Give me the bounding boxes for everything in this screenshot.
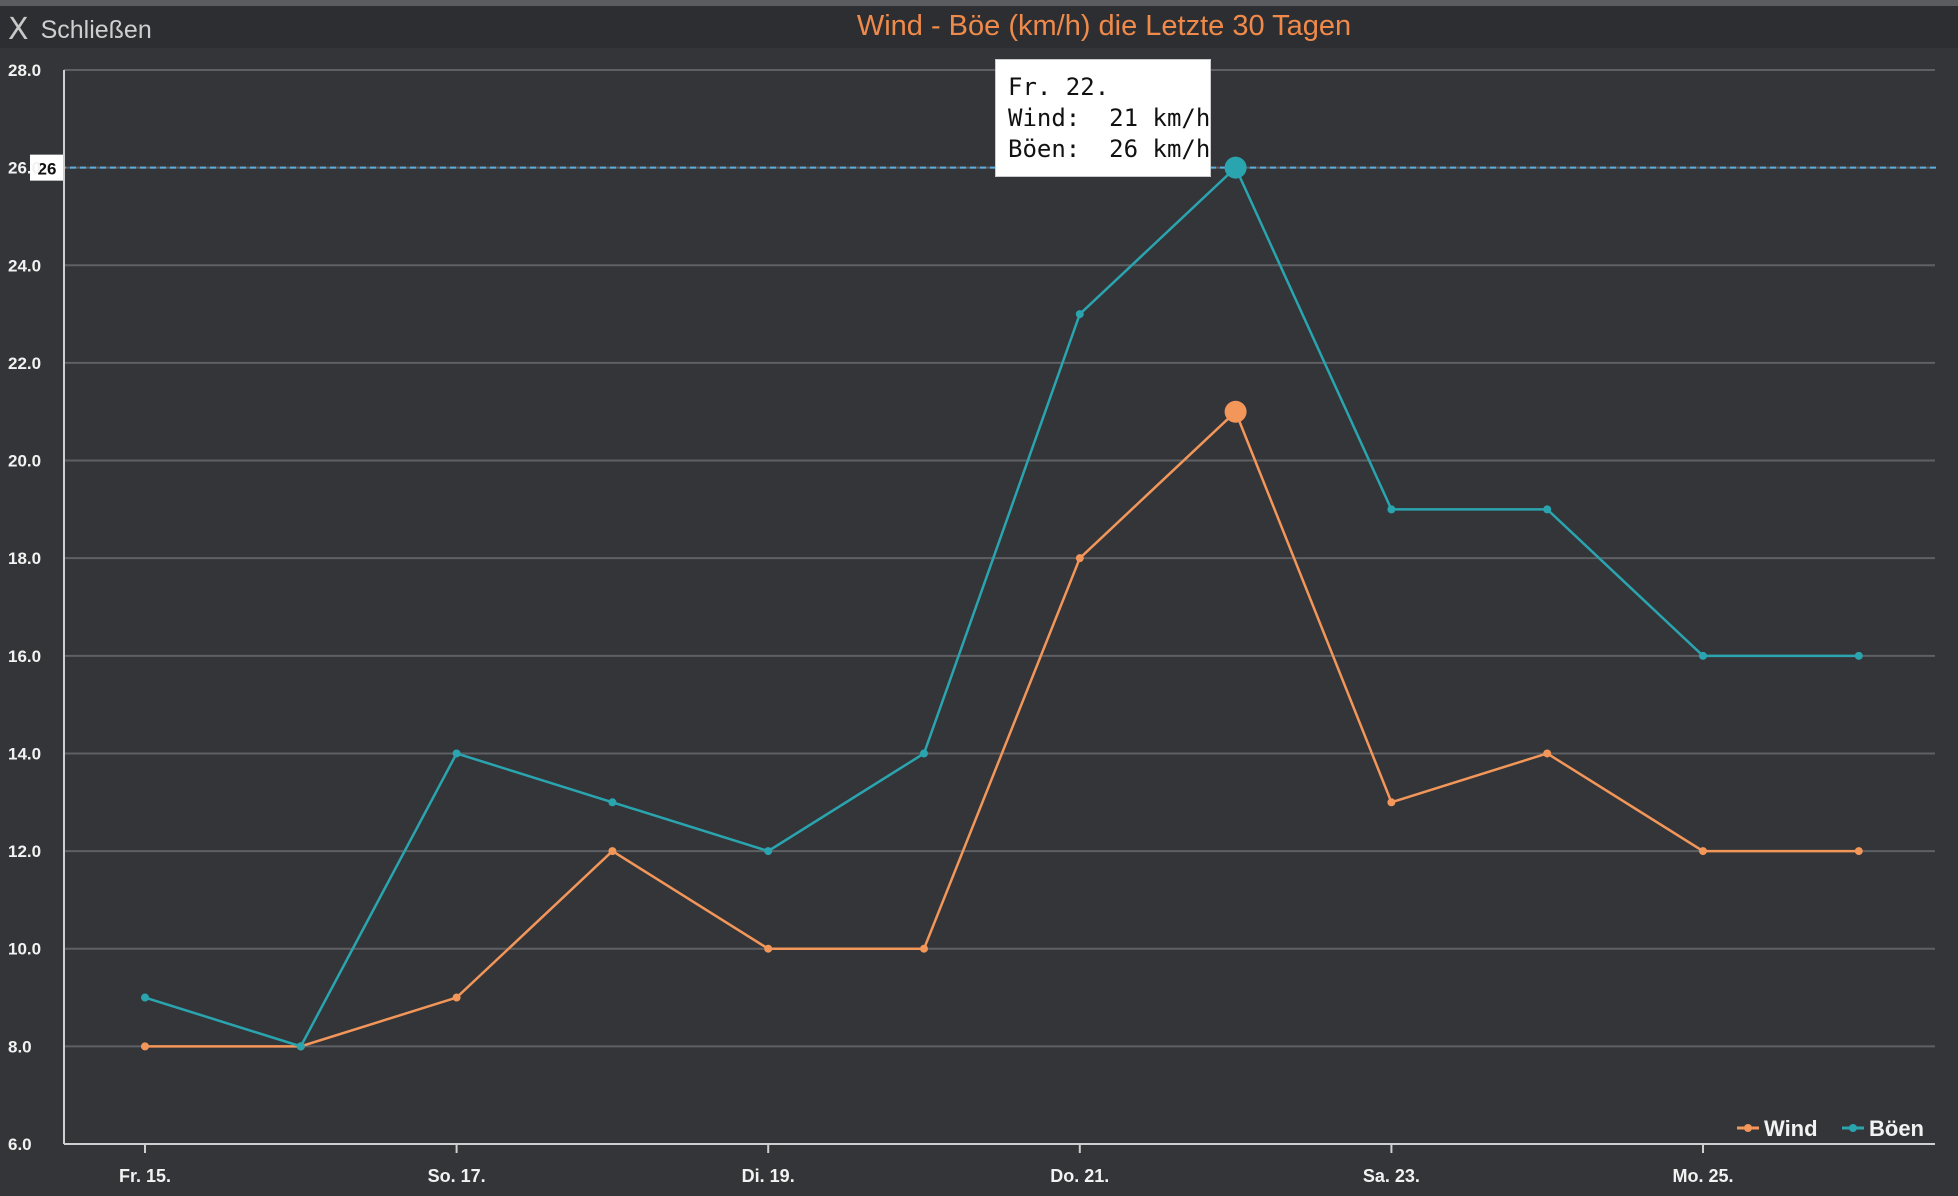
data-point-ben[interactable] [1387, 505, 1396, 514]
data-point-ben[interactable] [608, 798, 617, 807]
legend-label-ben[interactable]: Böen [1869, 1116, 1924, 1141]
data-point-wind[interactable] [608, 847, 617, 856]
y-tick-label: 10.0 [8, 940, 41, 959]
data-point-ben[interactable] [1854, 651, 1863, 660]
y-tick-label: 24.0 [8, 256, 41, 275]
data-point-wind[interactable] [1543, 749, 1552, 758]
data-point-wind[interactable] [1699, 847, 1707, 856]
data-point-wind[interactable] [1387, 798, 1396, 807]
x-tick-label: Do. 21. [1050, 1166, 1109, 1186]
top-strip [0, 0, 1958, 6]
axes: 6.0 8.0 10.0 12.0 14.0 16.0 18.0 20.0 22.0 24.0 26… [8, 61, 1935, 1186]
data-point-wind[interactable] [920, 944, 928, 953]
close-button[interactable]: X Schließen [8, 12, 152, 48]
data-point-ben[interactable] [1224, 156, 1247, 179]
y-tick-label: 16.0 [8, 647, 41, 666]
data-point-ben[interactable] [141, 993, 149, 1002]
x-tick-label: Di. 19. [742, 1166, 795, 1186]
legend-marker-ben[interactable] [1849, 1124, 1857, 1132]
legend[interactable]: Wind Böen [1737, 1116, 1924, 1141]
data-point-wind[interactable] [1075, 554, 1084, 563]
data-point-ben[interactable] [1075, 310, 1084, 319]
legend-marker-wind[interactable] [1744, 1124, 1752, 1132]
y-tick-label: 12.0 [8, 842, 41, 861]
legend-label-wind[interactable]: Wind [1764, 1116, 1818, 1141]
x-tick-label: Sa. 23. [1363, 1166, 1420, 1186]
chart-header: X Schließen [0, 6, 1958, 48]
data-point-wind[interactable] [452, 993, 461, 1002]
y-tick-label: 26.0 [8, 159, 41, 178]
data-point-ben[interactable] [920, 749, 928, 758]
data-point-ben[interactable] [764, 847, 773, 856]
tooltip-wind: Wind: 21 km/h [1008, 104, 1211, 132]
tooltip: Fr. 22. Wind: 21 km/h Böen: 26 km/h [995, 59, 1211, 177]
data-point-wind[interactable] [141, 1042, 149, 1051]
y-tick-label: 8.0 [8, 1037, 32, 1056]
data-point-ben[interactable] [1543, 505, 1552, 514]
close-label[interactable]: Schließen [40, 15, 152, 44]
x-tick-label: Mo. 25. [1672, 1166, 1733, 1186]
data-point-ben[interactable] [296, 1042, 305, 1051]
y-tick-label: 28.0 [8, 61, 41, 80]
tooltip-title: Fr. 22. [1008, 73, 1110, 101]
reference-label: 26 [38, 160, 57, 179]
series-line-ben [144, 165, 1859, 1048]
reference-label-box [30, 154, 64, 181]
y-tick-label: 18.0 [8, 549, 41, 568]
x-tick-label: Fr. 15. [119, 1166, 171, 1186]
series-group [141, 156, 1863, 1051]
y-tick-label: 14.0 [8, 744, 41, 763]
series-line-wind [145, 409, 1859, 1048]
data-point-wind[interactable] [764, 944, 773, 953]
data-point-wind[interactable] [1854, 847, 1863, 856]
chart-title: Wind - Böe (km/h) die Letzte 30 Tagen [856, 10, 1352, 42]
x-tick-label: So. 17. [428, 1166, 486, 1186]
y-tick-label: 22.0 [8, 354, 41, 373]
tooltip-gust: Böen: 26 km/h [1008, 135, 1211, 163]
close-icon[interactable]: X [8, 12, 29, 47]
y-tick-label: 6.0 [8, 1135, 32, 1154]
data-point-wind[interactable] [1224, 400, 1247, 423]
data-point-ben[interactable] [1699, 651, 1707, 660]
y-tick-label: 20.0 [8, 452, 41, 471]
data-point-ben[interactable] [452, 749, 461, 758]
grid-lines [64, 69, 1935, 1145]
